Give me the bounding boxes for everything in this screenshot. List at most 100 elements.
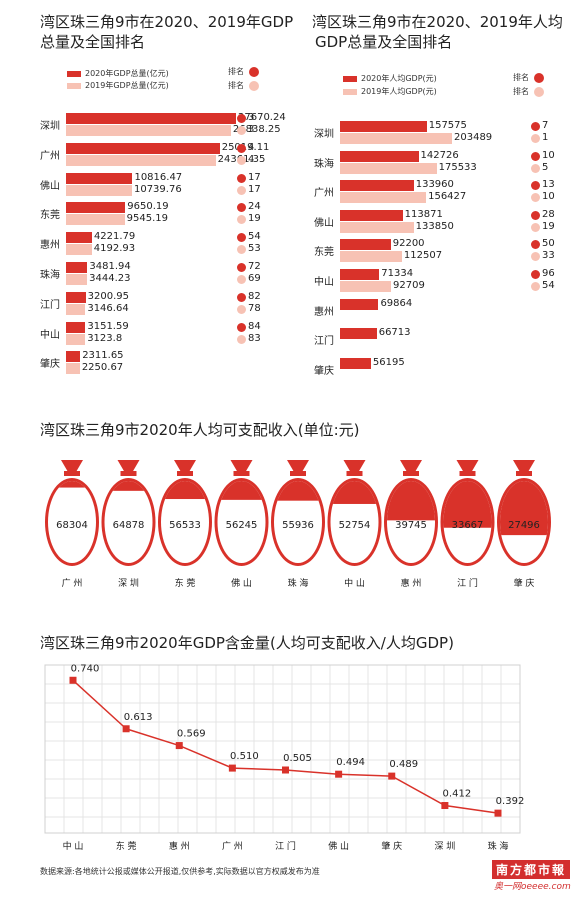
bar-2020 <box>340 328 377 340</box>
bar-2020 <box>66 262 88 273</box>
bag-interior <box>48 481 96 563</box>
rank-2019: 1 <box>542 132 549 143</box>
bag-knot <box>400 460 422 472</box>
data-label: 0.569 <box>177 729 206 740</box>
city-label: 肇庆 <box>40 359 60 371</box>
bar-2020 <box>66 321 86 333</box>
x-tick-label: 江 门 <box>275 840 296 852</box>
city-label: 珠海 <box>314 158 334 170</box>
data-point <box>494 809 502 817</box>
gdp-pc-legend-2020: 2020年人均GDP(元) <box>343 73 437 84</box>
bag-tie <box>177 471 193 476</box>
rank-dot-2020 <box>531 151 540 161</box>
brand-logo: 南方都市報 <box>492 860 571 879</box>
bag-city-label: 佛 山 <box>231 577 252 589</box>
bag-city-label: 中 山 <box>344 577 365 589</box>
bar-2019 <box>66 214 125 226</box>
rank-2020: 10 <box>542 149 555 161</box>
x-tick-label: 东 莞 <box>116 840 137 852</box>
bag-tie <box>120 471 137 476</box>
rank-2019: 53 <box>248 243 261 255</box>
bar-2020 <box>340 121 427 132</box>
data-point <box>282 766 289 774</box>
bag-interior <box>217 481 266 563</box>
rank-2020: 82 <box>248 290 261 302</box>
value-2020: 56195 <box>372 356 405 368</box>
rank-legend-label: 排名 <box>513 73 529 82</box>
rank-dot-2020 <box>249 66 259 77</box>
bag-value: 52754 <box>339 520 371 531</box>
legend-label-2019: 2019年人均GDP(元) <box>361 87 437 96</box>
rank-dot-2020 <box>237 263 246 272</box>
rank-dot-2019 <box>237 155 246 165</box>
bar-2020 <box>340 180 414 192</box>
gdp-per-capita-title-line1: 湾区珠三角9市在2020、2019年人均 <box>312 13 563 31</box>
gdp-total-title-line2: 总量及全国排名 <box>40 33 146 51</box>
rank-dot-2019 <box>531 252 540 262</box>
rank-dot-2019 <box>237 185 246 195</box>
rank-dot-2019 <box>531 222 540 232</box>
rank-2020: 3 <box>248 112 255 123</box>
series-line <box>72 679 499 814</box>
rank-2019: 4 <box>248 153 255 165</box>
rank-2019: 78 <box>248 302 261 314</box>
value-2019: 92709 <box>393 280 425 291</box>
city-label: 江门 <box>40 299 60 311</box>
rank-2019: 3 <box>248 124 255 135</box>
bar-2020 <box>340 298 379 310</box>
legend-label-2020: 2020年人均GDP(元) <box>361 74 437 83</box>
rank-dot-2020 <box>531 181 540 191</box>
gdp-total-title: 湾区珠三角9市在2020、2019年GDP 总量及全国排名 <box>40 12 300 52</box>
data-label: 0.489 <box>389 759 418 770</box>
rank-2020: 96 <box>542 268 555 279</box>
legend-label-2020: 2020年GDP总量(亿元) <box>85 69 169 78</box>
x-tick-label: 珠 海 <box>488 840 509 852</box>
city-label: 佛山 <box>40 180 60 192</box>
value-2019: 9545.19 <box>126 213 168 225</box>
data-point <box>122 725 130 733</box>
bar-2020 <box>66 202 126 214</box>
value-2019: 26838.25 <box>232 124 281 135</box>
bag-value: 27496 <box>508 520 540 531</box>
bar-2020 <box>66 142 220 154</box>
gdp-total-legend-2020: 2020年GDP总量(亿元) <box>67 68 169 79</box>
rank-dot-2020 <box>531 210 540 220</box>
bar-2019 <box>66 244 92 256</box>
watermark: 奥一网oeeee.com <box>494 882 571 892</box>
x-tick-label: 深 圳 <box>434 841 455 852</box>
legend-swatch-2020 <box>343 75 357 82</box>
bar-2020 <box>340 150 419 162</box>
rank-dot-2019 <box>531 134 540 143</box>
bar-2020 <box>340 357 371 369</box>
gdp-total-rank-legend-2020: 排名 <box>228 66 259 77</box>
bag-tie <box>403 471 419 476</box>
rank-2020: 24 <box>248 201 261 213</box>
legend-swatch-2019 <box>67 82 81 89</box>
rank-dot-2020 <box>531 270 540 279</box>
city-label: 惠州 <box>40 240 60 252</box>
bar-2019 <box>66 154 216 166</box>
value-2019: 175533 <box>438 161 477 173</box>
bag-fill <box>330 481 379 504</box>
bag-knot <box>61 460 83 472</box>
value-2020: 3200.95 <box>87 290 130 302</box>
bag-knot <box>343 460 366 472</box>
rank-2020: 28 <box>542 208 555 220</box>
rank-2020: 13 <box>542 179 555 191</box>
value-2020: 71334 <box>381 268 414 279</box>
x-tick-label: 肇 庆 <box>381 840 402 852</box>
bag-fill <box>387 481 435 521</box>
bag-city-label: 珠 海 <box>288 577 309 589</box>
bar-2020 <box>66 113 236 124</box>
bag-city-label: 深 圳 <box>118 578 139 589</box>
bag-knot <box>174 460 196 472</box>
bar-2019 <box>66 303 86 315</box>
bag-value: 64878 <box>113 520 145 531</box>
city-label: 中山 <box>40 329 60 341</box>
data-label: 0.505 <box>283 753 312 764</box>
bag-knot <box>456 460 479 472</box>
gdp-quality-title: 湾区珠三角9市2020年GDP含金量(人均可支配收入/人均GDP) <box>40 634 454 652</box>
city-label: 东莞 <box>40 210 60 222</box>
bag-tie <box>516 471 532 476</box>
rank-dot-2019 <box>237 245 246 255</box>
